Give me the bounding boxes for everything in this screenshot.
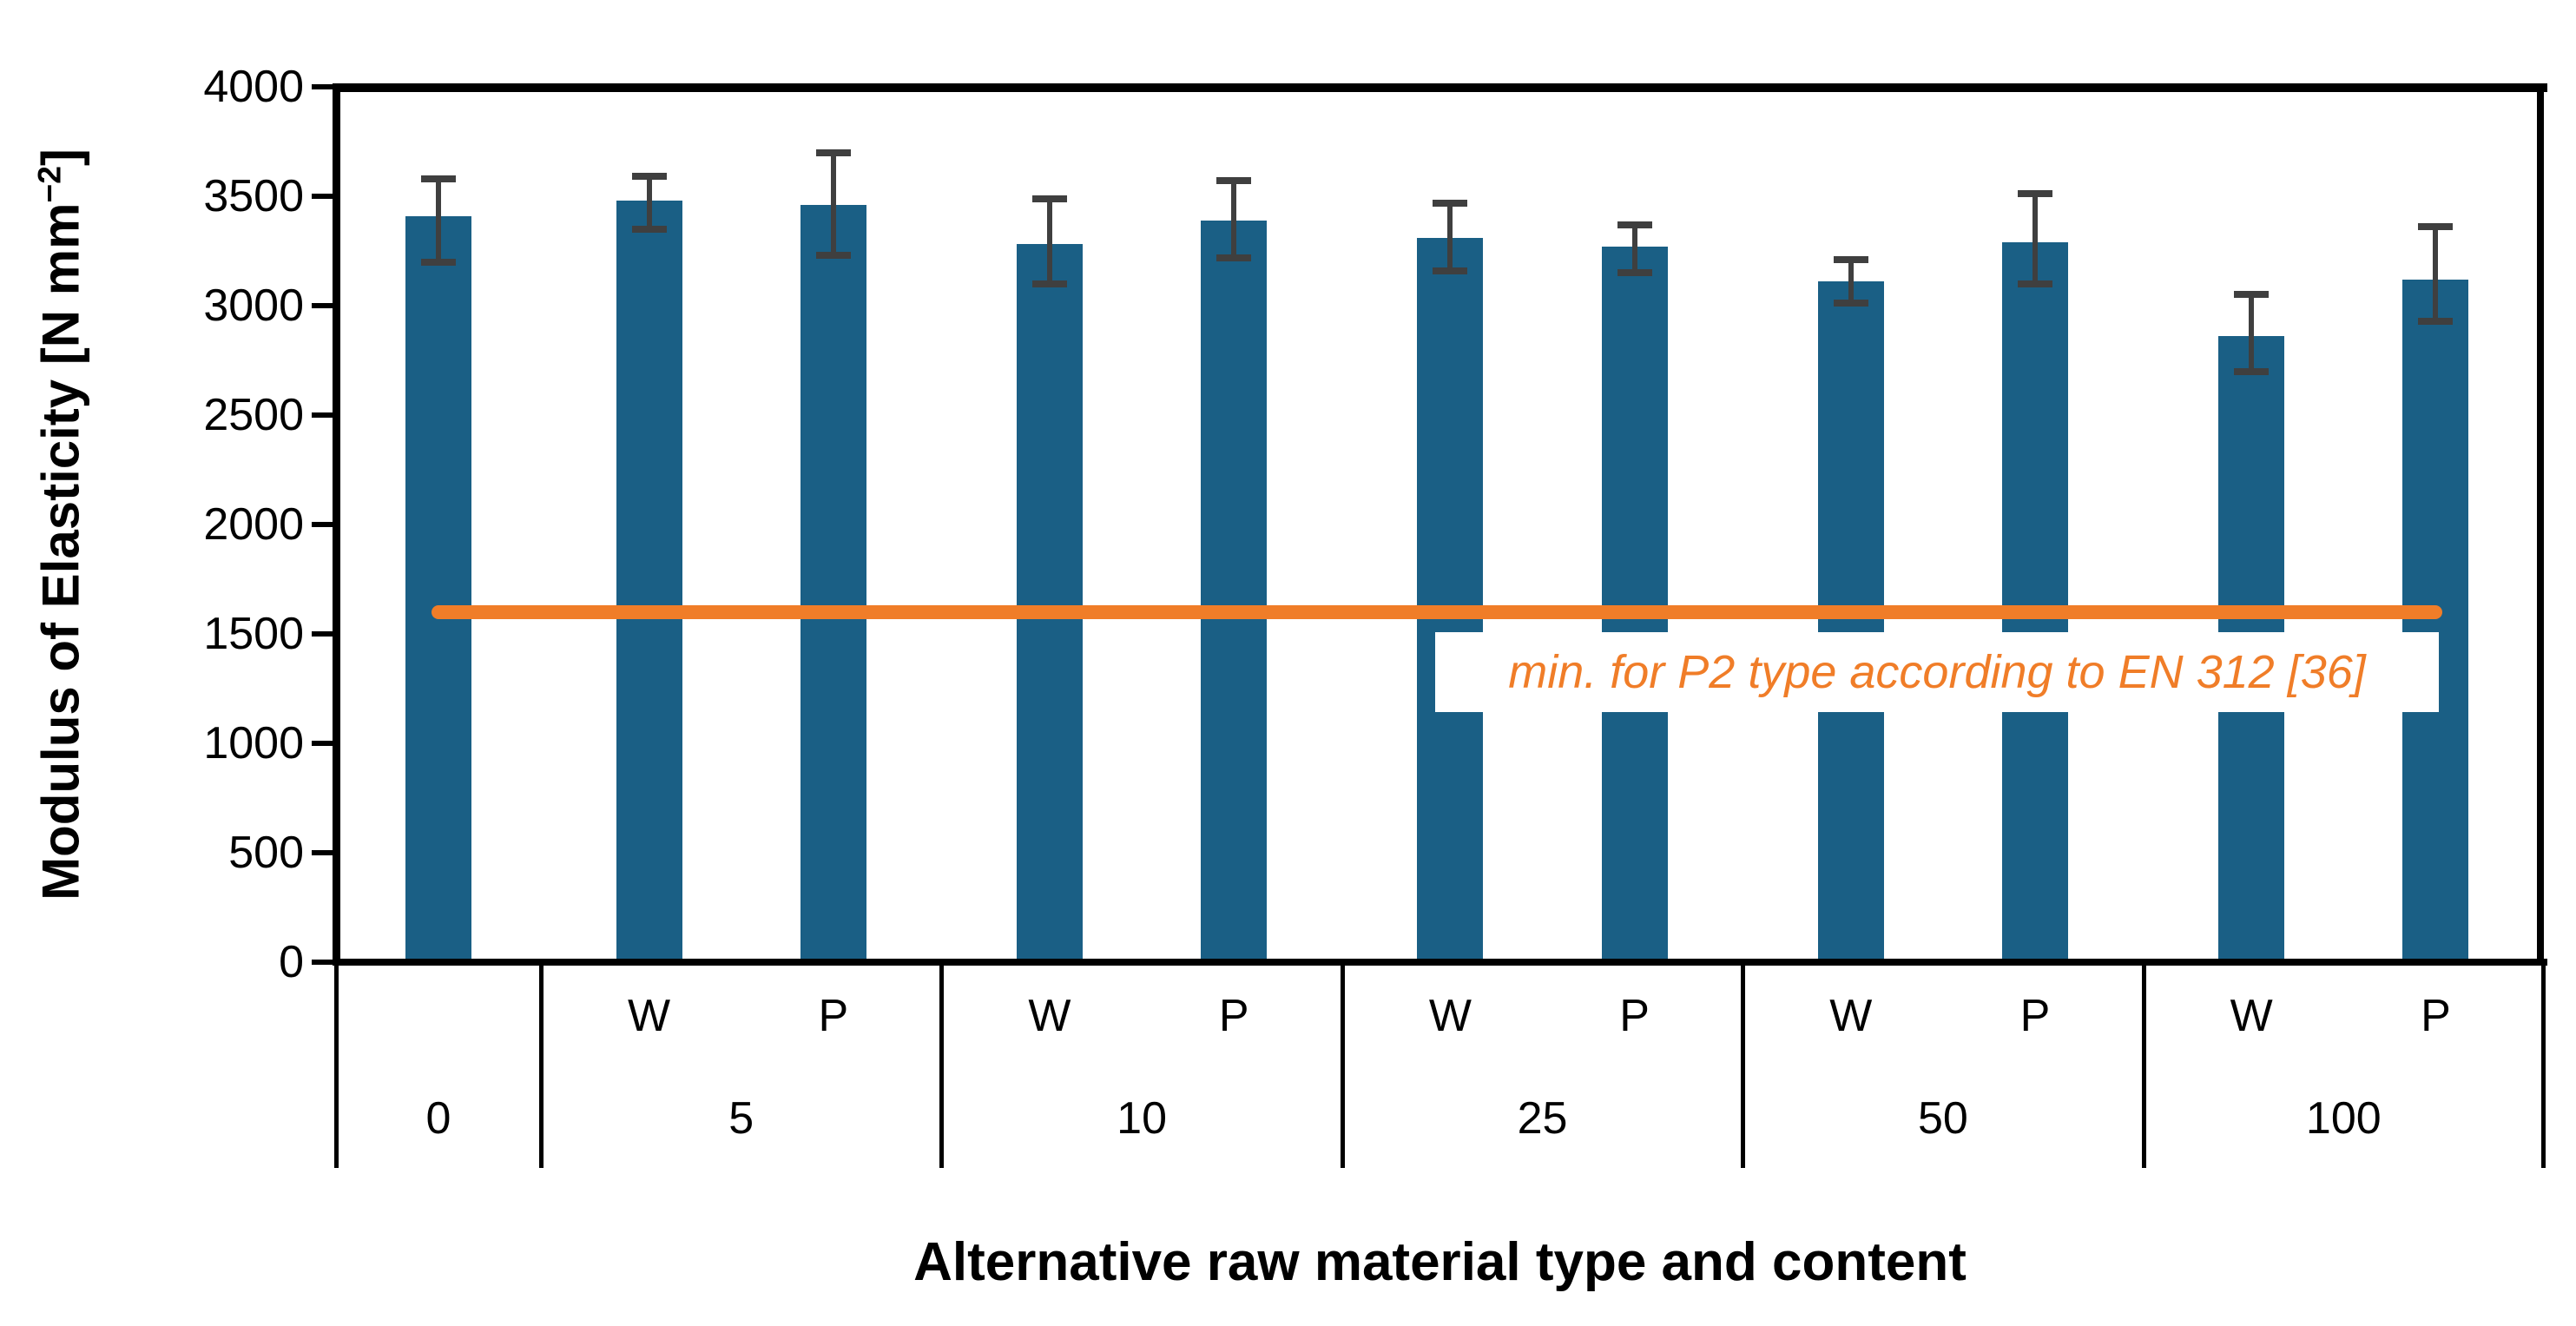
y-tick-mark xyxy=(312,194,336,199)
plot-frame-right xyxy=(2537,83,2544,966)
x-group-content-label: 5 xyxy=(728,1093,754,1144)
x-table-divider xyxy=(1340,962,1345,1168)
y-tick-label: 1000 xyxy=(203,718,304,769)
error-bar-cap-bottom xyxy=(815,252,851,260)
bar-10-P xyxy=(1201,220,1268,962)
y-tick-mark xyxy=(312,522,336,527)
error-bar-cap-top xyxy=(1031,195,1067,202)
x-group-content-label: 25 xyxy=(1517,1093,1568,1144)
error-bar-cap-bottom xyxy=(1216,254,1252,261)
y-tick-mark xyxy=(312,741,336,746)
reference-line xyxy=(432,604,2443,619)
y-tick-mark xyxy=(312,960,336,965)
y-axis-title-bracket: ] xyxy=(31,148,90,167)
x-type-label: W xyxy=(1428,991,1472,1041)
x-type-label: P xyxy=(2019,991,2051,1041)
y-tick-mark xyxy=(312,631,336,637)
bar-10-W xyxy=(1016,244,1083,962)
error-bar-cap-top xyxy=(1216,177,1252,185)
bar-5-W xyxy=(616,201,682,962)
x-type-label: P xyxy=(1619,991,1650,1041)
error-bar-whisker xyxy=(2433,227,2439,321)
y-tick-label: 4000 xyxy=(203,62,304,112)
x-group-content-label: 50 xyxy=(1917,1093,1968,1144)
error-bar-cap-top xyxy=(815,148,851,156)
error-bar-whisker xyxy=(646,176,652,229)
bar-25-W xyxy=(1417,237,1484,962)
bar-50-W xyxy=(1817,281,1884,962)
x-group-content-label: 100 xyxy=(2305,1093,2382,1144)
x-type-label: W xyxy=(1028,991,1071,1041)
x-type-label: W xyxy=(2230,991,2273,1041)
x-axis-title: Alternative raw material type and conten… xyxy=(913,1232,1967,1292)
error-bar-cap-bottom xyxy=(1031,280,1067,287)
y-tick-mark xyxy=(312,303,336,308)
error-bar-whisker xyxy=(436,178,441,262)
x-type-label: W xyxy=(628,991,671,1041)
error-bar-cap-bottom xyxy=(1617,269,1652,277)
reference-label: min. for P2 type according to EN 312 [36… xyxy=(1508,646,2366,698)
x-type-label: P xyxy=(2421,991,2451,1041)
error-bar-whisker xyxy=(1447,202,1453,271)
error-bar-whisker xyxy=(1848,260,1854,304)
y-tick-mark xyxy=(312,850,336,855)
bar-5-P xyxy=(800,205,866,962)
error-bar-whisker xyxy=(1231,181,1237,258)
y-tick-label: 3500 xyxy=(203,171,304,221)
error-bar-cap-top xyxy=(1433,199,1468,207)
x-group-content-label: 10 xyxy=(1117,1093,1168,1144)
error-bar-cap-bottom xyxy=(2018,280,2053,287)
x-table-divider xyxy=(334,962,339,1168)
y-axis-line xyxy=(333,83,340,966)
x-table-divider xyxy=(539,962,544,1168)
error-bar-cap-bottom xyxy=(2418,317,2454,325)
error-bar-cap-bottom xyxy=(421,258,456,266)
error-bar-whisker xyxy=(1631,224,1637,274)
y-tick-mark xyxy=(312,412,336,418)
y-axis-title: Modulus of Elasticity [N mm−2] xyxy=(31,148,91,900)
bar-50-P xyxy=(2002,241,2069,962)
error-bar-cap-bottom xyxy=(631,225,667,233)
error-bar-cap-bottom xyxy=(1433,267,1468,274)
x-group-content-label: 0 xyxy=(425,1093,451,1144)
error-bar-cap-top xyxy=(631,173,667,181)
bar-100-P xyxy=(2402,279,2469,962)
x-type-label: P xyxy=(818,991,849,1041)
error-bar-cap-top xyxy=(2018,190,2053,198)
y-tick-label: 1500 xyxy=(203,609,304,659)
x-table-divider xyxy=(2541,962,2546,1168)
y-tick-label: 2500 xyxy=(203,390,304,440)
y-tick-mark xyxy=(312,84,336,89)
x-type-label: P xyxy=(1218,991,1249,1041)
error-bar-cap-bottom xyxy=(2234,367,2270,375)
error-bar-cap-bottom xyxy=(1833,300,1868,307)
y-axis-title-text: Modulus of Elasticity [N mm xyxy=(31,202,90,900)
reference-label-box: min. for P2 type according to EN 312 [36… xyxy=(1435,632,2439,712)
plot-frame-top xyxy=(333,83,2547,92)
y-axis-title-superscript: −2 xyxy=(30,166,68,203)
error-bar-whisker xyxy=(1046,198,1052,284)
y-tick-label: 3000 xyxy=(203,280,304,331)
error-bar-whisker xyxy=(2249,294,2255,372)
x-table-divider xyxy=(939,962,945,1168)
error-bar-whisker xyxy=(830,152,836,256)
x-table-divider xyxy=(2141,962,2146,1168)
bar-25-P xyxy=(1601,246,1668,962)
error-bar-cap-top xyxy=(2418,223,2454,231)
error-bar-cap-top xyxy=(421,175,456,182)
error-bar-cap-top xyxy=(2234,291,2270,299)
x-table-divider xyxy=(1741,962,1746,1168)
x-axis-line xyxy=(333,959,2547,966)
error-bar-cap-top xyxy=(1833,256,1868,264)
error-bar-cap-top xyxy=(1617,221,1652,228)
x-type-label: W xyxy=(1829,991,1873,1041)
y-tick-label: 0 xyxy=(279,937,304,987)
y-tick-label: 2000 xyxy=(203,499,304,550)
error-bar-whisker xyxy=(2032,194,2039,284)
y-tick-label: 500 xyxy=(228,828,304,878)
bar-0 xyxy=(405,215,471,962)
